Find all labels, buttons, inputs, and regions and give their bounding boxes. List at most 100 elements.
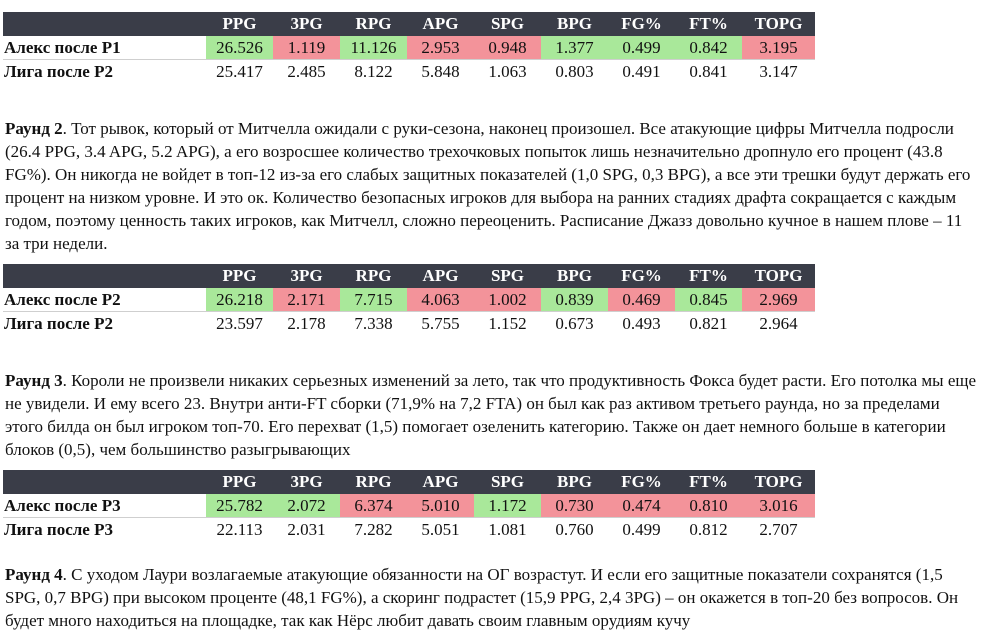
stat-cell: 0.469 xyxy=(608,288,675,312)
column-header-3pg: 3PG xyxy=(273,12,340,36)
round-label: Раунд 4 xyxy=(5,565,63,584)
stat-cell: 2.485 xyxy=(287,61,326,81)
header-empty-cell xyxy=(3,470,206,494)
stat-cell: 25.417 xyxy=(216,61,263,81)
column-header-ft-pct: FT% xyxy=(675,470,742,494)
column-header-apg: APG xyxy=(407,12,474,36)
row-label: Алекс после Р3 xyxy=(3,494,206,518)
stat-cell: 0.474 xyxy=(608,494,675,518)
stat-cell: 2.178 xyxy=(287,313,326,333)
column-header-spg: SPG xyxy=(474,264,541,288)
stat-cell: 1.119 xyxy=(273,36,340,60)
stat-cell: 25.782 xyxy=(206,494,273,518)
stat-cell: 5.848 xyxy=(421,61,460,81)
stat-cell: 7.338 xyxy=(354,313,393,333)
stat-cell: 0.491 xyxy=(622,61,661,81)
player-stats-row: Алекс после Р3 25.782 2.072 6.374 5.010 … xyxy=(3,494,815,518)
column-header-fg-pct: FG% xyxy=(608,470,675,494)
stat-cell: 1.002 xyxy=(474,288,541,312)
round-3-paragraph: Раунд 3. Короли не произвели никаких сер… xyxy=(5,369,980,461)
stat-cell: 1.172 xyxy=(474,494,541,518)
stat-cell: 6.374 xyxy=(340,494,407,518)
paragraph-text: . Тот рывок, который от Митчелла ожидали… xyxy=(5,119,971,253)
player-stats-row: Алекс после Р1 26.526 1.119 11.126 2.953… xyxy=(3,36,815,60)
stat-cell: 4.063 xyxy=(407,288,474,312)
stat-cell: 2.707 xyxy=(759,519,798,539)
stat-cell: 3.016 xyxy=(742,494,815,518)
stat-cell: 0.803 xyxy=(555,61,594,81)
stats-table-round-1: PPG 3PG RPG APG SPG BPG FG% FT% TOPG Але… xyxy=(3,12,815,83)
stat-cell: 0.841 xyxy=(689,61,728,81)
stat-cell: 3.195 xyxy=(742,36,815,60)
stats-table-round-2: PPG 3PG RPG APG SPG BPG FG% FT% TOPG Але… xyxy=(3,264,815,335)
stat-cell: 11.126 xyxy=(340,36,407,60)
stat-cell: 0.821 xyxy=(689,313,728,333)
column-header-bpg: BPG xyxy=(541,264,608,288)
column-header-rpg: RPG xyxy=(340,264,407,288)
column-header-ppg: PPG xyxy=(206,12,273,36)
stat-cell: 8.122 xyxy=(354,61,393,81)
row-label: Лига после Р2 xyxy=(4,313,113,333)
stat-cell: 2.969 xyxy=(742,288,815,312)
stat-cell: 2.031 xyxy=(287,519,326,539)
column-header-topg: TOPG xyxy=(742,264,815,288)
league-stats-row: Лига после Р2 25.417 2.485 8.122 5.848 1… xyxy=(3,60,815,84)
stat-cell: 7.715 xyxy=(340,288,407,312)
column-header-topg: TOPG xyxy=(742,470,815,494)
stats-table-round-3: PPG 3PG RPG APG SPG BPG FG% FT% TOPG Але… xyxy=(3,470,815,541)
round-label: Раунд 2 xyxy=(5,119,63,138)
stat-cell: 3.147 xyxy=(759,61,798,81)
stat-cell: 7.282 xyxy=(354,519,393,539)
stat-cell: 0.760 xyxy=(555,519,594,539)
stat-cell: 23.597 xyxy=(216,313,263,333)
stat-cell: 0.673 xyxy=(555,313,594,333)
column-header-ppg: PPG xyxy=(206,264,273,288)
round-2-paragraph: Раунд 2. Тот рывок, который от Митчелла … xyxy=(5,117,980,255)
column-header-3pg: 3PG xyxy=(273,470,340,494)
paragraph-text: . Короли не произвели никаких серьезных … xyxy=(5,371,977,459)
paragraph-text: . С уходом Лаури возлагаемые атакующие о… xyxy=(5,565,959,630)
table-header-row: PPG 3PG RPG APG SPG BPG FG% FT% TOPG xyxy=(3,264,815,288)
column-header-bpg: BPG xyxy=(541,12,608,36)
stat-cell: 0.730 xyxy=(541,494,608,518)
row-label: Лига после Р2 xyxy=(4,61,113,81)
header-empty-cell xyxy=(3,264,206,288)
stat-cell: 1.063 xyxy=(488,61,527,81)
column-header-spg: SPG xyxy=(474,470,541,494)
player-stats-row: Алекс после Р2 26.218 2.171 7.715 4.063 … xyxy=(3,288,815,312)
stat-cell: 0.839 xyxy=(541,288,608,312)
stat-cell: 2.964 xyxy=(759,313,798,333)
stat-cell: 2.072 xyxy=(273,494,340,518)
column-header-fg-pct: FG% xyxy=(608,264,675,288)
stat-cell: 0.499 xyxy=(608,36,675,60)
round-4-paragraph: Раунд 4. С уходом Лаури возлагаемые атак… xyxy=(5,563,980,632)
column-header-topg: TOPG xyxy=(742,12,815,36)
row-label: Алекс после Р1 xyxy=(3,36,206,60)
league-stats-row: Лига после Р3 22.113 2.031 7.282 5.051 1… xyxy=(3,518,815,542)
column-header-bpg: BPG xyxy=(541,470,608,494)
stat-cell: 0.812 xyxy=(689,519,728,539)
stat-cell: 0.493 xyxy=(622,313,661,333)
stat-cell: 2.953 xyxy=(407,36,474,60)
column-header-apg: APG xyxy=(407,264,474,288)
column-header-fg-pct: FG% xyxy=(608,12,675,36)
table-header-row: PPG 3PG RPG APG SPG BPG FG% FT% TOPG xyxy=(3,470,815,494)
stat-cell: 0.810 xyxy=(675,494,742,518)
row-label: Лига после Р3 xyxy=(4,519,113,539)
stat-cell: 1.377 xyxy=(541,36,608,60)
stat-cell: 26.218 xyxy=(206,288,273,312)
header-empty-cell xyxy=(3,12,206,36)
stat-cell: 5.010 xyxy=(407,494,474,518)
stat-cell: 2.171 xyxy=(273,288,340,312)
league-stats-row: Лига после Р2 23.597 2.178 7.338 5.755 1… xyxy=(3,312,815,336)
stat-cell: 1.152 xyxy=(488,313,527,333)
column-header-rpg: RPG xyxy=(340,12,407,36)
stat-cell: 1.081 xyxy=(488,519,527,539)
round-label: Раунд 3 xyxy=(5,371,63,390)
column-header-ppg: PPG xyxy=(206,470,273,494)
stat-cell: 26.526 xyxy=(206,36,273,60)
stat-cell: 0.842 xyxy=(675,36,742,60)
table-header-row: PPG 3PG RPG APG SPG BPG FG% FT% TOPG xyxy=(3,12,815,36)
stat-cell: 22.113 xyxy=(216,519,263,539)
row-label: Алекс после Р2 xyxy=(3,288,206,312)
